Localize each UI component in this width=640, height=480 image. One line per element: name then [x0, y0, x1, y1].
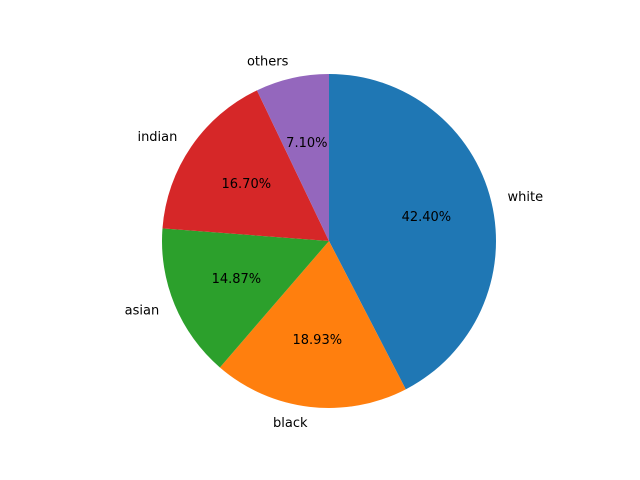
pie-category-label-white: white [507, 190, 543, 205]
pie-category-label-indian: indian [137, 130, 177, 145]
pie-pct-label-black: 18.93% [293, 333, 343, 348]
pie-slice-white [329, 74, 497, 390]
pie-slice-asian [161, 228, 329, 368]
pie-pct-label-white: 42.40% [402, 210, 452, 225]
pie-category-label-asian: asian [125, 304, 160, 319]
pie-labels: 42.40% white 18.93% black 14.87% asian 16.70% i… [125, 54, 543, 431]
pie-pct-label-others: 7.10% [286, 136, 327, 151]
pie-category-label-others: others [247, 54, 289, 69]
pie-slices [161, 74, 497, 408]
pie-category-label-black: black [273, 416, 308, 431]
pie-pct-label-asian: 14.87% [212, 272, 262, 287]
pie-slice-others [256, 74, 329, 241]
pie-slice-indian [162, 90, 329, 241]
pie-slice-black [219, 241, 406, 408]
pie-pct-label-indian: 16.70% [222, 177, 272, 192]
